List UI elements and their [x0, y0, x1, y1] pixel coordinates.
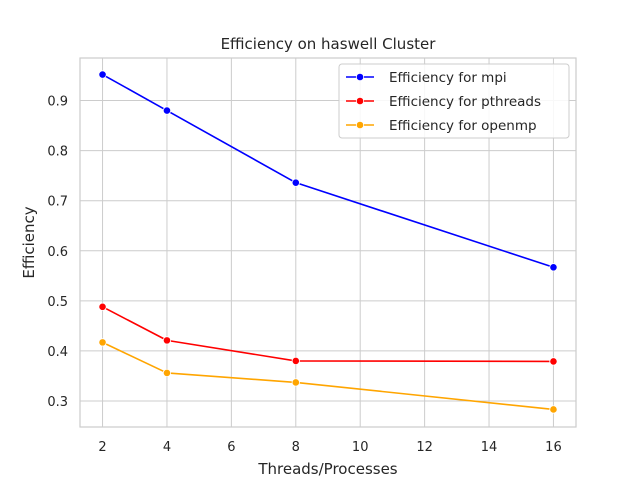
y-tick-label: 0.3: [47, 395, 68, 410]
legend: Efficiency for mpi Efficiency for pthread…: [338, 63, 570, 139]
chart-title: Efficiency on haswell Cluster: [221, 35, 437, 53]
y-tick-label: 0.7: [47, 195, 68, 210]
series-3: [98, 338, 558, 414]
legend-item: Efficiency for openmp: [346, 118, 537, 134]
data-point: [98, 70, 107, 79]
x-tick-label: 2: [98, 440, 106, 455]
y-tick-label: 0.8: [47, 145, 68, 160]
legend-marker: [355, 96, 365, 106]
data-point: [549, 357, 558, 366]
y-axis-label: Efficiency: [20, 206, 38, 278]
x-axis-label: Threads/Processes: [257, 460, 397, 478]
legend-label: Efficiency for pthreads: [389, 94, 541, 110]
y-axis-ticks: 0.3 0.4 0.5 0.6 0.7 0.8 0.9: [47, 95, 68, 410]
series-2: [98, 302, 558, 366]
x-tick-label: 10: [352, 440, 369, 455]
x-tick-label: 8: [292, 440, 300, 455]
data-point: [162, 368, 172, 378]
x-tick-label: 14: [481, 440, 498, 455]
x-tick-label: 6: [227, 440, 235, 455]
legend-label: Efficiency for mpi: [389, 70, 507, 86]
legend-label: Efficiency for openmp: [389, 118, 537, 134]
data-point: [291, 378, 300, 387]
series-1: [98, 70, 558, 272]
series: [98, 70, 558, 414]
series-line: [102, 306, 554, 363]
data-point: [98, 302, 107, 311]
series-line: [102, 341, 554, 411]
x-axis-ticks: 2 4 6 8 10 12 14 16: [98, 440, 561, 455]
plot-frame: [79, 57, 577, 428]
legend-item: Efficiency for pthreads: [346, 94, 541, 110]
y-tick-label: 0.6: [47, 245, 68, 260]
data-point: [549, 263, 558, 272]
legend-frame: [338, 63, 570, 139]
series-line: [102, 73, 554, 269]
data-point: [549, 405, 558, 414]
legend-marker: [355, 72, 365, 82]
x-tick-label: 16: [545, 440, 562, 455]
x-tick-label: 4: [163, 440, 171, 455]
data-point: [162, 106, 172, 115]
data-point: [291, 178, 300, 187]
legend-marker: [355, 120, 365, 130]
y-tick-label: 0.5: [47, 295, 68, 310]
legend-item: Efficiency for mpi: [346, 70, 507, 86]
data-point: [98, 338, 107, 347]
y-tick-label: 0.9: [47, 95, 68, 110]
x-tick-label: 12: [416, 440, 433, 455]
data-point: [162, 336, 172, 345]
y-tick-label: 0.4: [47, 345, 68, 360]
data-point: [291, 356, 300, 366]
